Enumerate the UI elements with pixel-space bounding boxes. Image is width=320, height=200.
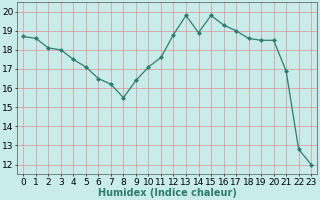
X-axis label: Humidex (Indice chaleur): Humidex (Indice chaleur) (98, 188, 237, 198)
